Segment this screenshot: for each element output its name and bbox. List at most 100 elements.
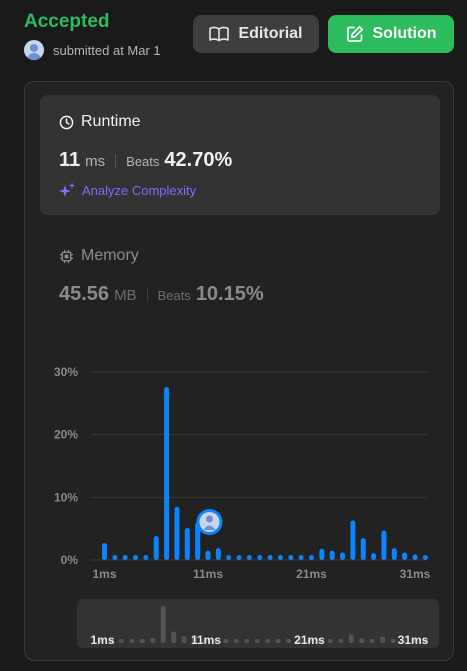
- navigator-bar: [160, 606, 166, 643]
- bar[interactable]: [319, 548, 325, 560]
- navigator-tick-label: 1ms: [90, 633, 114, 647]
- runtime-title: Runtime: [59, 113, 141, 131]
- navigator-bar: [421, 639, 427, 643]
- bar[interactable]: [309, 554, 314, 560]
- navigator-bar: [411, 639, 417, 643]
- submission-info: submitted at Mar 1: [24, 40, 161, 60]
- navigator-bar: [244, 639, 250, 643]
- bar[interactable]: [277, 554, 283, 560]
- clock-icon: [59, 115, 74, 129]
- navigator-bar: [233, 639, 239, 643]
- range-navigator[interactable]: [77, 599, 439, 648]
- x-tick-label: 1ms: [92, 567, 116, 581]
- analyze-label: Analyze Complexity: [82, 183, 197, 198]
- bar[interactable]: [122, 554, 128, 560]
- status-accepted: Accepted: [24, 11, 110, 32]
- navigator-bar: [254, 639, 260, 643]
- navigator-bar: [265, 639, 271, 643]
- x-tick-label: 21ms: [296, 567, 327, 581]
- navigator-tick-label: 31ms: [398, 633, 429, 647]
- navigator-bar: [139, 639, 145, 643]
- navigator-bar: [275, 639, 281, 643]
- bar[interactable]: [329, 550, 335, 560]
- navigator-bar: [129, 639, 135, 643]
- navigator-bar: [202, 639, 208, 643]
- navigator-bar: [348, 634, 354, 643]
- navigator-bar: [181, 636, 187, 643]
- runtime-beats-label: Beats: [126, 154, 160, 169]
- runtime-card[interactable]: Runtime 11 ms Beats 42.70% Analyze Compl…: [40, 95, 440, 215]
- y-tick-label: 20%: [54, 428, 78, 442]
- bar[interactable]: [288, 554, 294, 560]
- avatar[interactable]: [24, 40, 44, 60]
- navigator-bar: [359, 638, 365, 643]
- navigator-bar: [390, 639, 396, 643]
- submitted-text: submitted at Mar 1: [53, 42, 161, 58]
- bar[interactable]: [298, 554, 304, 560]
- bar[interactable]: [391, 548, 397, 560]
- navigator-bar: [192, 634, 198, 643]
- navigator-bar: [296, 639, 302, 643]
- bar[interactable]: [226, 554, 232, 560]
- bar[interactable]: [360, 538, 366, 560]
- divider: [115, 153, 117, 168]
- memory-unit: MB: [114, 287, 137, 304]
- navigator-tick-label: 21ms: [294, 633, 325, 647]
- bar[interactable]: [236, 554, 242, 560]
- bar[interactable]: [112, 554, 118, 560]
- bar[interactable]: [340, 552, 346, 560]
- runtime-value: 11: [59, 149, 81, 171]
- editorial-button[interactable]: Editorial: [193, 15, 319, 53]
- result-panel: Runtime 11 ms Beats 42.70% Analyze Compl…: [24, 81, 454, 661]
- bar[interactable]: [153, 536, 159, 560]
- editorial-label: Editorial: [238, 25, 303, 42]
- chip-icon: [59, 249, 74, 263]
- navigator-bar: [369, 639, 375, 643]
- solution-label: Solution: [372, 25, 437, 42]
- bar[interactable]: [102, 543, 107, 560]
- navigator-bar: [150, 637, 156, 643]
- bar[interactable]: [143, 554, 149, 560]
- navigator-bar: [98, 639, 103, 643]
- navigator-bar: [286, 639, 292, 643]
- bar[interactable]: [205, 550, 211, 560]
- memory-beats-value: 10.15%: [195, 283, 264, 305]
- bar[interactable]: [371, 553, 377, 560]
- bar[interactable]: [174, 506, 180, 560]
- book-icon: [209, 26, 230, 42]
- x-tick-label: 11ms: [193, 567, 223, 581]
- bar[interactable]: [184, 528, 190, 560]
- memory-title: Memory: [59, 247, 139, 265]
- runtime-beats-value: 42.70%: [164, 149, 233, 171]
- memory-value: 45.56: [59, 283, 110, 305]
- bar[interactable]: [257, 554, 263, 560]
- bar[interactable]: [267, 554, 273, 560]
- navigator-bar: [212, 639, 218, 643]
- bar[interactable]: [350, 520, 356, 560]
- bar[interactable]: [215, 548, 221, 560]
- y-tick-label: 10%: [54, 490, 78, 504]
- sparkle-icon: [59, 182, 75, 197]
- bar[interactable]: [422, 554, 428, 560]
- solution-button[interactable]: Solution: [328, 15, 454, 53]
- analyze-complexity-link[interactable]: Analyze Complexity: [59, 182, 196, 199]
- bar[interactable]: [195, 522, 201, 560]
- bar[interactable]: [133, 554, 139, 560]
- navigator-bar: [338, 639, 344, 643]
- memory-metric: 45.56 MB Beats 10.15%: [59, 283, 264, 306]
- bar[interactable]: [381, 530, 387, 560]
- runtime-metric: 11 ms Beats 42.70%: [59, 149, 232, 172]
- bar[interactable]: [246, 554, 252, 560]
- navigator-bar: [317, 639, 323, 643]
- bar[interactable]: [402, 552, 408, 560]
- runtime-title-text: Runtime: [81, 113, 141, 130]
- y-tick-label: 30%: [54, 365, 78, 379]
- bar[interactable]: [164, 387, 170, 560]
- navigator-tick-label: 11ms: [191, 633, 221, 647]
- bar[interactable]: [412, 554, 418, 560]
- navigator-bar: [108, 639, 114, 643]
- navigator-bar: [118, 639, 124, 643]
- navigator-bar: [171, 631, 177, 643]
- user-position-marker[interactable]: [196, 509, 223, 535]
